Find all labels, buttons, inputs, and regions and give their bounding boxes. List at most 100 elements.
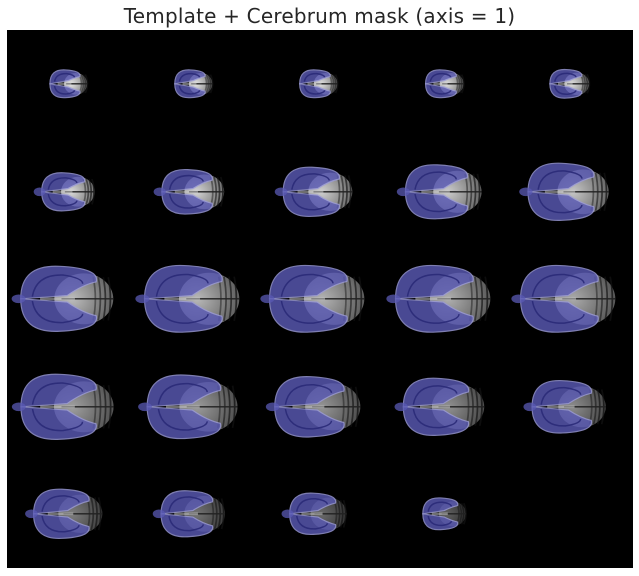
brain-slice-23 [281, 493, 348, 536]
mask-inner-contour [291, 172, 331, 190]
cerebrum-mask-left-hemisphere [20, 265, 98, 300]
brain-slice-19 [394, 377, 484, 436]
central-white-matter [420, 190, 450, 193]
olfactory-bulb [396, 187, 410, 196]
brain-slice-3 [299, 69, 339, 99]
cerebrum-mask-left-hemisphere [174, 69, 206, 85]
mask-inner-contour [31, 382, 84, 405]
olfactory-bulb [394, 402, 408, 411]
mask-inner-contour [291, 193, 331, 211]
olfactory-bulb [138, 402, 153, 411]
cerebrum-mask-right-hemisphere [549, 83, 583, 99]
mask-inner-contour [540, 408, 582, 427]
mask-inner-contour [429, 72, 452, 82]
mask-inner-contour [53, 72, 76, 82]
mask-inner-contour [413, 170, 457, 190]
cerebrum-mask-left-hemisphere [269, 265, 349, 300]
cerebrum-mask-right-hemisphere [274, 405, 346, 438]
mask-inner-contour [47, 193, 78, 207]
central-white-matter [297, 190, 324, 193]
central-white-matter [47, 512, 74, 516]
brain-slice-6 [33, 171, 95, 211]
mask-inner-contour [31, 274, 84, 297]
brain-slice-11 [11, 265, 114, 333]
mask-inner-contour [296, 498, 329, 513]
cerebrum-mask-left-hemisphere [146, 374, 222, 408]
central-white-matter [292, 405, 325, 408]
brain-slice-12 [135, 265, 240, 333]
mask-inner-contour [281, 273, 335, 297]
mask-inner-contour [540, 386, 582, 405]
mask-inner-contour [531, 273, 585, 297]
cerebrum-mask-left-hemisphere [402, 377, 469, 408]
mask-inner-contour [553, 72, 577, 82]
olfactory-bulb [519, 187, 533, 196]
cerebrum-mask-right-hemisphere [144, 298, 223, 333]
mask-inner-contour [406, 300, 460, 325]
central-white-matter [433, 82, 448, 86]
brain-slice-2 [174, 69, 214, 99]
brain-slice-17 [138, 374, 238, 439]
cerebrum-mask-right-hemisphere [269, 298, 349, 333]
cerebrum-mask-left-hemisphere [531, 379, 592, 408]
mask-inner-contour [169, 174, 205, 190]
mask-inner-contour [168, 496, 205, 513]
cerebrum-mask-left-hemisphere [49, 69, 81, 85]
cerebrum-mask-right-hemisphere [527, 190, 595, 221]
mask-inner-contour [31, 300, 84, 324]
mask-inner-contour [285, 383, 333, 405]
slice-mosaic-panel [7, 30, 633, 568]
mask-inner-contour [304, 85, 326, 95]
mask-inner-contour [537, 193, 583, 213]
olfactory-bulb [511, 294, 526, 304]
cerebrum-mask-right-hemisphere [404, 190, 468, 219]
mask-inner-contour [157, 408, 209, 431]
central-white-matter [301, 512, 323, 516]
cerebrum-mask-right-hemisphere [424, 83, 457, 99]
central-white-matter [307, 82, 322, 86]
mask-inner-contour [537, 169, 583, 190]
olfactory-bulb [281, 509, 294, 519]
brain-slice-21 [25, 489, 103, 540]
mask-inner-contour [413, 193, 457, 212]
central-white-matter [289, 297, 326, 301]
cerebrum-mask-right-hemisphere [161, 190, 214, 215]
brain-slice-15 [511, 265, 616, 333]
cerebrum-mask-right-hemisphere [299, 83, 332, 99]
central-white-matter [40, 405, 75, 408]
cerebellar-fold [586, 73, 591, 94]
cerebrum-mask-left-hemisphere [519, 265, 599, 300]
cerebrum-mask-left-hemisphere [41, 171, 86, 193]
mask-inner-contour [155, 273, 209, 297]
cerebellar-fold [460, 74, 465, 94]
mask-inner-contour [412, 408, 458, 429]
central-white-matter [540, 297, 576, 301]
central-white-matter [419, 405, 450, 408]
central-white-matter [174, 190, 199, 193]
mask-inner-contour [531, 300, 585, 325]
cerebrum-mask-left-hemisphere [527, 162, 595, 193]
mask-inner-contour [429, 85, 452, 95]
cerebrum-mask-right-hemisphere [146, 405, 222, 439]
olfactory-bulb [11, 402, 26, 411]
olfactory-bulb [33, 187, 46, 196]
brain-slice-14 [385, 265, 490, 333]
mask-inner-contour [304, 72, 326, 82]
olfactory-bulb [135, 294, 150, 304]
cerebrum-mask-right-hemisphere [174, 83, 206, 99]
cerebrum-mask-right-hemisphere [394, 298, 474, 333]
mask-inner-contour [296, 516, 329, 530]
cerebrum-mask-right-hemisphere [32, 513, 90, 540]
central-white-matter [182, 82, 197, 86]
cerebrum-mask-left-hemisphere [289, 493, 337, 515]
cerebrum-mask-right-hemisphere [20, 298, 98, 333]
mask-inner-contour [553, 85, 577, 95]
brain-slice-4 [424, 69, 465, 99]
central-white-matter [52, 190, 73, 193]
cerebrum-mask-left-hemisphere [299, 69, 332, 85]
cerebellar-fold [335, 74, 339, 94]
brain-slice-7 [153, 168, 225, 215]
brain-slice-5 [549, 68, 591, 99]
central-white-matter [544, 190, 575, 193]
central-white-matter [174, 512, 199, 516]
